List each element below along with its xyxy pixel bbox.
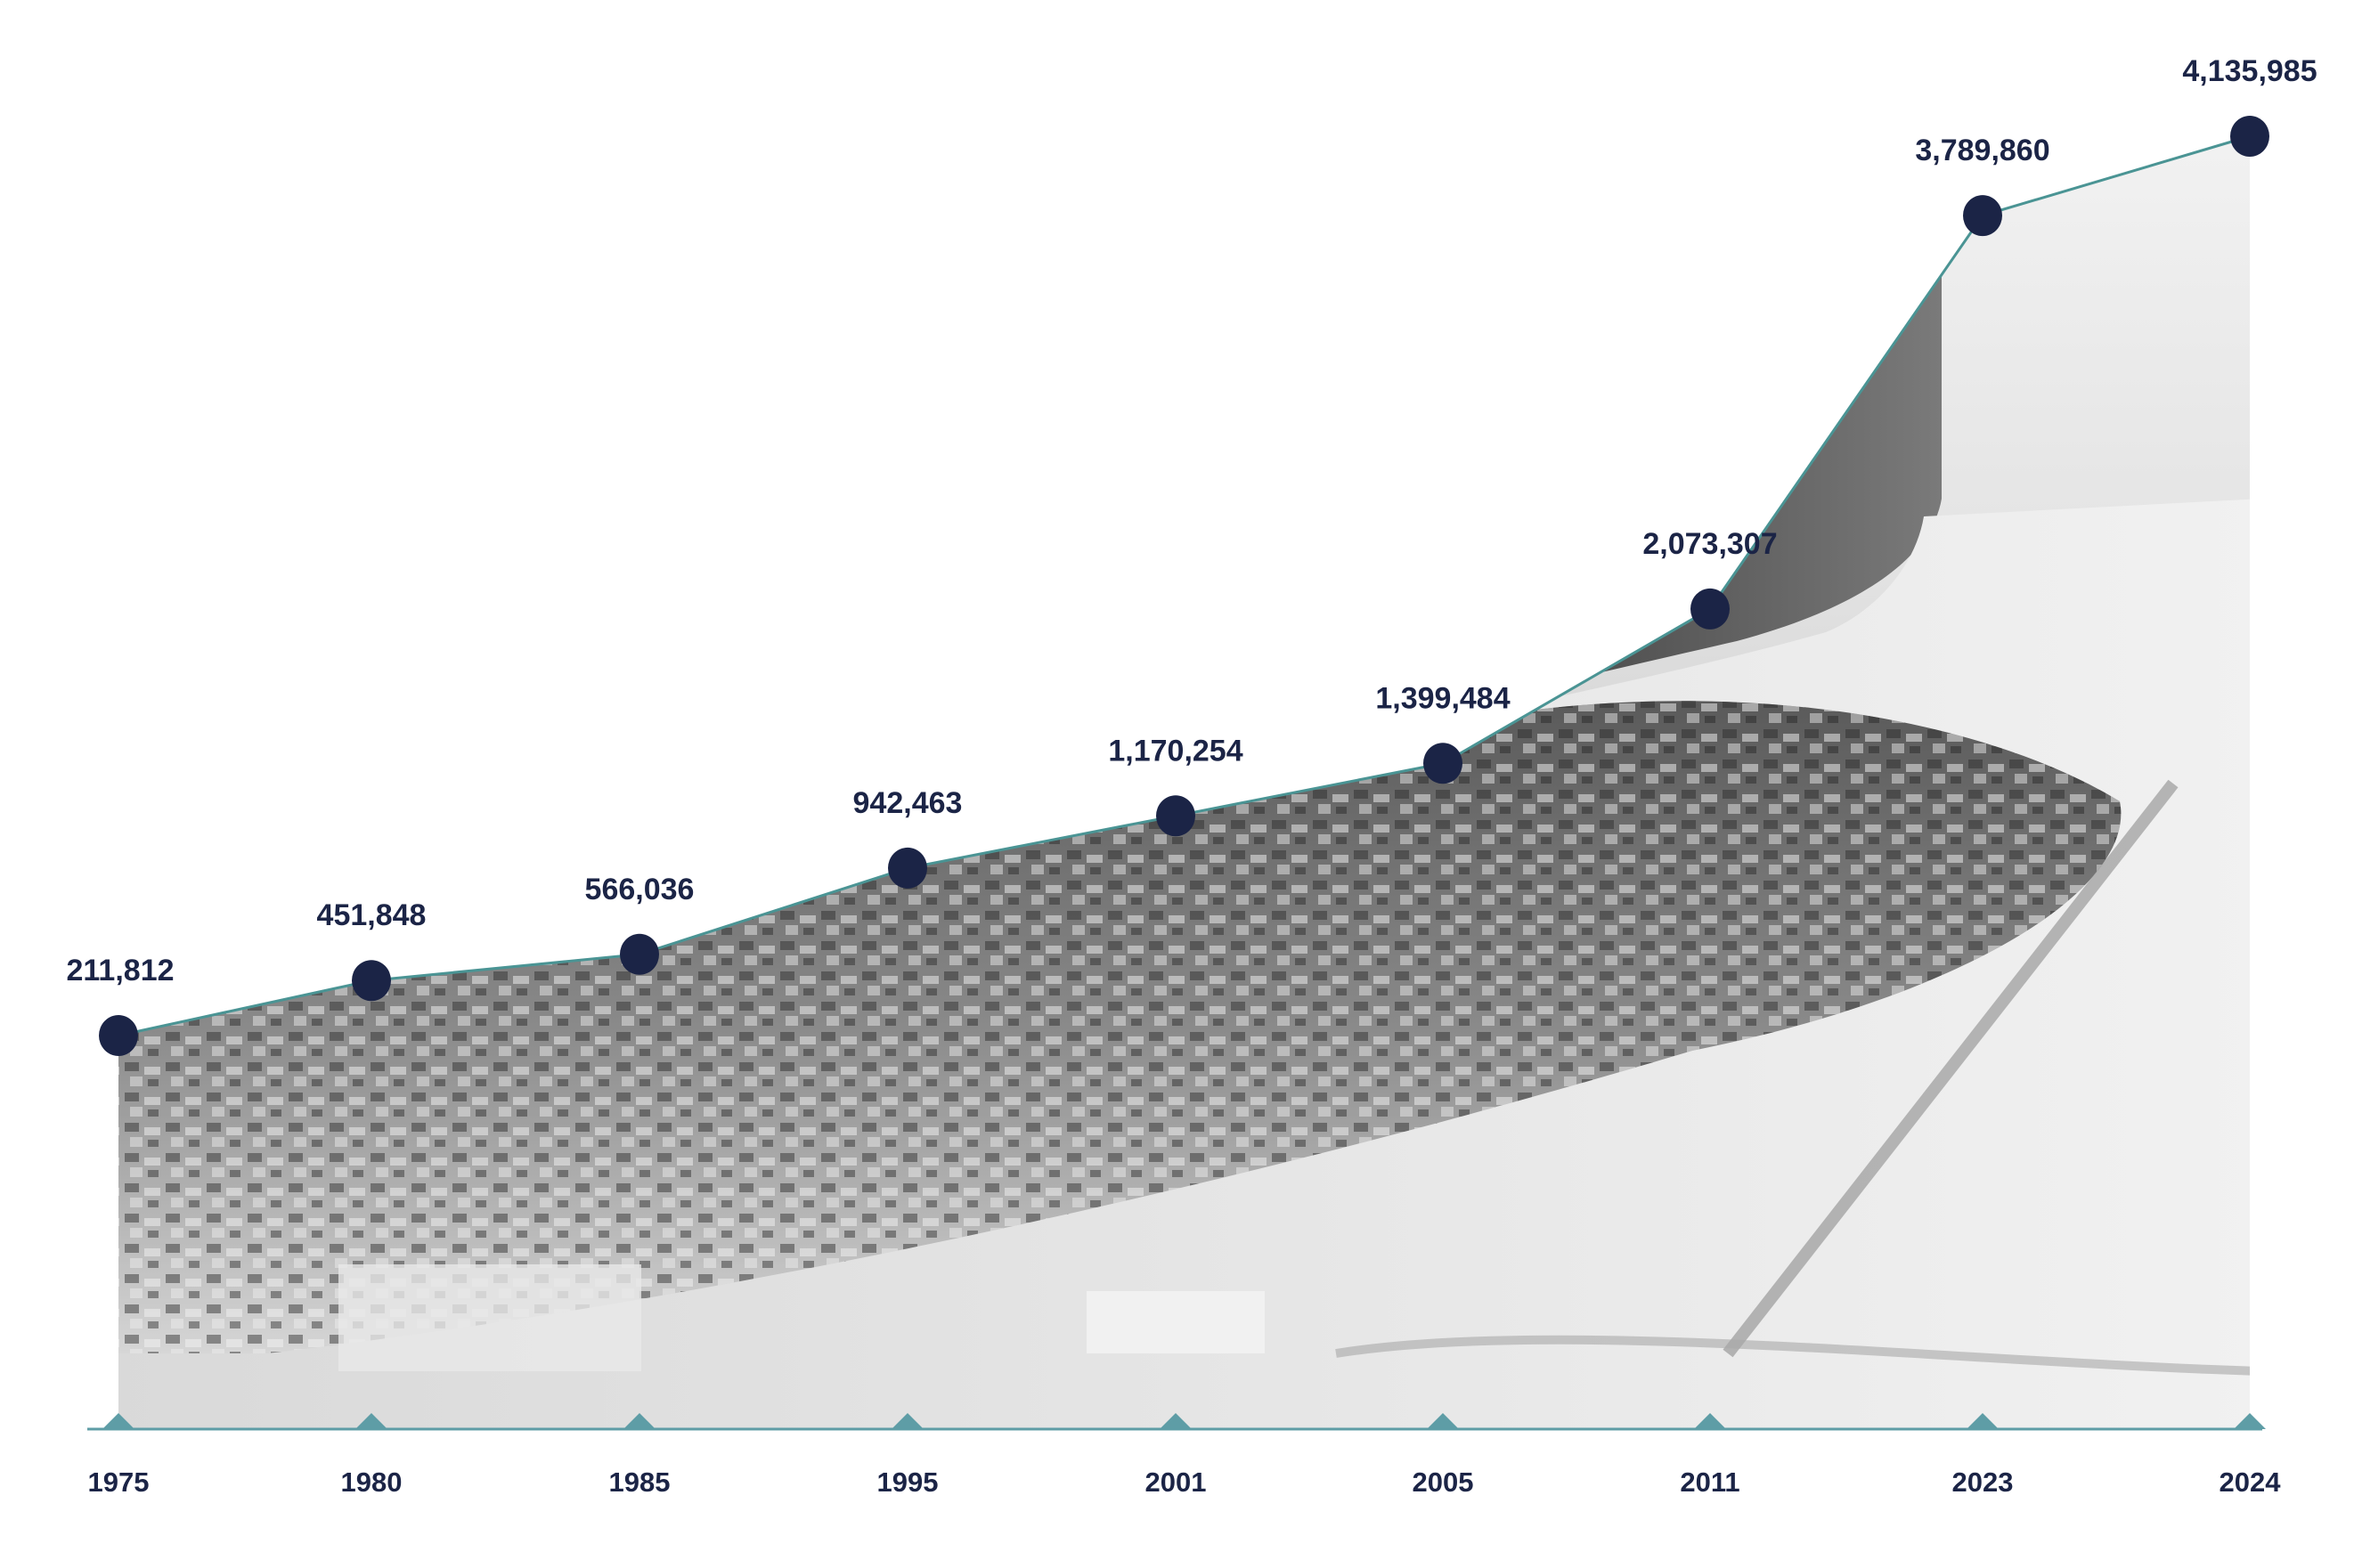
x-tick-marker-1975 <box>102 1413 134 1429</box>
data-label-2024: 4,135,985 <box>2182 54 2317 88</box>
x-tick-label-1985: 1985 <box>609 1466 671 1498</box>
data-label-1995: 942,463 <box>853 786 963 820</box>
x-tick-label-2023: 2023 <box>1952 1466 2014 1498</box>
data-markers <box>99 116 2269 1056</box>
data-point-2001 <box>1156 795 1195 837</box>
x-tick-label-1995: 1995 <box>877 1466 939 1498</box>
data-point-1985 <box>620 933 659 975</box>
x-tick-marker-1985 <box>623 1413 656 1429</box>
x-tick-marker-2023 <box>1967 1413 1999 1429</box>
data-point-2023 <box>1963 195 2002 237</box>
data-labels: 211,812 451,848 566,036 942,463 1,170,254 1,3… <box>66 54 2317 987</box>
data-point-2011 <box>1690 588 1730 630</box>
data-label-2023: 3,789,860 <box>1915 134 2049 167</box>
x-tick-marker-1995 <box>892 1413 924 1429</box>
x-tick-marker-2001 <box>1160 1413 1192 1429</box>
x-tick-label-1980: 1980 <box>341 1466 403 1498</box>
data-label-1975: 211,812 <box>66 954 174 987</box>
x-tick-label-2024: 2024 <box>2220 1466 2282 1498</box>
data-label-2005: 1,399,484 <box>1375 681 1510 715</box>
x-tick-marker-2024 <box>2234 1413 2266 1429</box>
x-tick-marker-2011 <box>1694 1413 1726 1429</box>
data-label-1985: 566,036 <box>585 873 695 906</box>
data-point-2005 <box>1423 743 1462 784</box>
data-label-2011: 2,073,307 <box>1642 527 1777 561</box>
x-ticks <box>102 1413 2266 1429</box>
x-tick-label-2005: 2005 <box>1413 1466 1474 1498</box>
data-point-1975 <box>99 1015 138 1056</box>
x-tick-label-1975: 1975 <box>88 1466 150 1498</box>
data-label-1980: 451,848 <box>317 898 427 932</box>
x-tick-labels: 1975 1980 1985 1995 2001 2005 2011 2023 2024 <box>88 1466 2282 1498</box>
data-point-2024 <box>2230 116 2269 157</box>
data-point-1980 <box>352 960 391 1002</box>
data-point-1995 <box>888 847 927 889</box>
x-tick-label-2011: 2011 <box>1680 1466 1739 1498</box>
x-tick-marker-1980 <box>355 1413 387 1429</box>
x-tick-label-2001: 2001 <box>1145 1466 1207 1498</box>
x-tick-marker-2005 <box>1427 1413 1459 1429</box>
data-label-2001: 1,170,254 <box>1108 734 1242 768</box>
